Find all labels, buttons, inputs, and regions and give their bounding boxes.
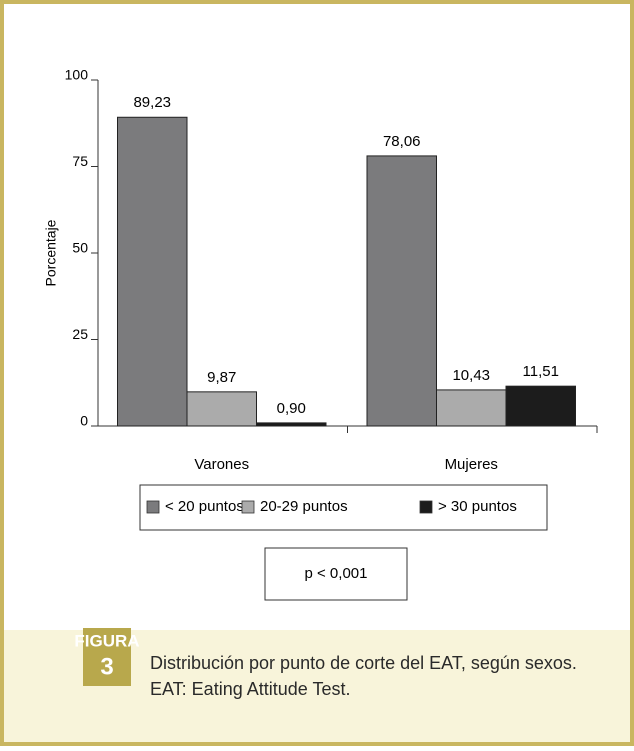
value-label: 11,51 xyxy=(523,363,559,380)
badge-number: 3 xyxy=(100,653,113,680)
bar xyxy=(366,155,437,427)
caption-line: Distribución por punto de corte del EAT,… xyxy=(150,653,577,673)
y-tick-label: 75 xyxy=(72,153,88,169)
y-tick-label: 25 xyxy=(72,326,88,342)
value-label: 89,23 xyxy=(133,94,171,111)
y-tick-label: 50 xyxy=(72,240,88,256)
legend xyxy=(139,484,548,531)
x-tick-label: Mujeres xyxy=(445,456,498,473)
badge-label: FIGURA xyxy=(74,631,139,650)
bar xyxy=(436,389,507,427)
legend-label: > 30 puntos xyxy=(438,498,517,515)
bar xyxy=(256,422,327,427)
x-tick-label: Varones xyxy=(194,456,249,473)
caption-line: EAT: Eating Attitude Test. xyxy=(150,679,350,699)
figure-badge xyxy=(83,628,131,686)
bar xyxy=(117,116,188,427)
value-label: 10,43 xyxy=(452,367,490,384)
bar xyxy=(186,391,257,427)
value-label: 9,87 xyxy=(207,369,236,386)
legend-swatch xyxy=(419,500,433,514)
legend-label: < 20 puntos xyxy=(165,498,244,515)
annotation-box xyxy=(264,547,408,601)
y-tick-label: 100 xyxy=(65,67,89,83)
bar xyxy=(505,385,576,427)
legend-swatch xyxy=(241,500,255,514)
legend-swatch xyxy=(146,500,160,514)
y-axis-label: Porcentaje xyxy=(43,219,59,286)
y-tick-label: 0 xyxy=(80,413,88,429)
value-label: 78,06 xyxy=(383,133,421,150)
legend-label: 20-29 puntos xyxy=(260,498,348,515)
annotation: p < 0,001 xyxy=(305,565,368,582)
value-label: 0,90 xyxy=(277,400,306,417)
